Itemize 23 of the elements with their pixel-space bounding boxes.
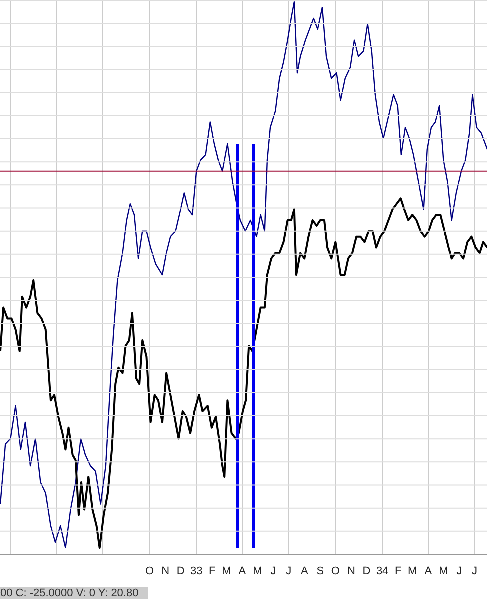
x-tick-label: M	[253, 566, 262, 578]
text: 00 C: -25.0000 V: 0 Y: 20.80	[0, 588, 139, 600]
x-tick-label: S	[316, 566, 324, 578]
x-tick-label: A	[300, 566, 309, 578]
x-tick-label: F	[394, 566, 402, 578]
x-tick-label: J	[270, 566, 276, 578]
x-tick-label: D	[176, 566, 185, 578]
x-tick-label: J	[472, 566, 478, 578]
x-tick-label: J	[456, 566, 462, 578]
x-tick-label: J	[286, 566, 292, 578]
x-tick-label: M	[439, 566, 448, 578]
x-tick-label: O	[145, 566, 154, 578]
x-tick-label: N	[162, 566, 170, 578]
x-tick-label: A	[238, 566, 247, 578]
x-tick-label: M	[222, 566, 232, 578]
x-tick-label: M	[408, 566, 418, 578]
x-tick-label: 34	[376, 566, 389, 578]
x-tick-label: N	[348, 566, 356, 578]
x-tick-label: D	[362, 566, 371, 578]
x-tick-label: A	[424, 566, 433, 578]
x-tick-label: 33	[190, 566, 203, 578]
x-tick-label: O	[331, 566, 340, 578]
x-tick-label: F	[209, 566, 216, 578]
